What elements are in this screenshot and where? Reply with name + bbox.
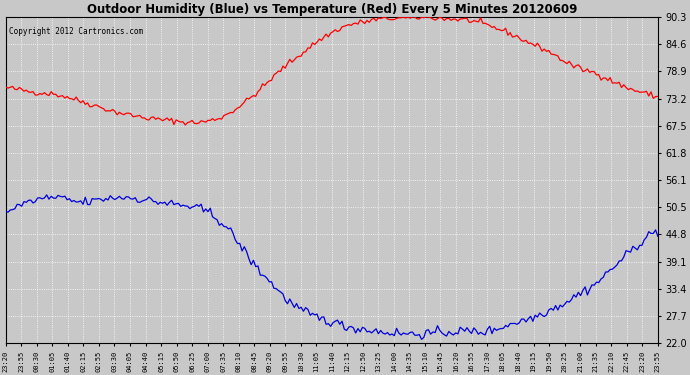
Text: Copyright 2012 Cartronics.com: Copyright 2012 Cartronics.com	[9, 27, 143, 36]
Title: Outdoor Humidity (Blue) vs Temperature (Red) Every 5 Minutes 20120609: Outdoor Humidity (Blue) vs Temperature (…	[87, 3, 577, 16]
